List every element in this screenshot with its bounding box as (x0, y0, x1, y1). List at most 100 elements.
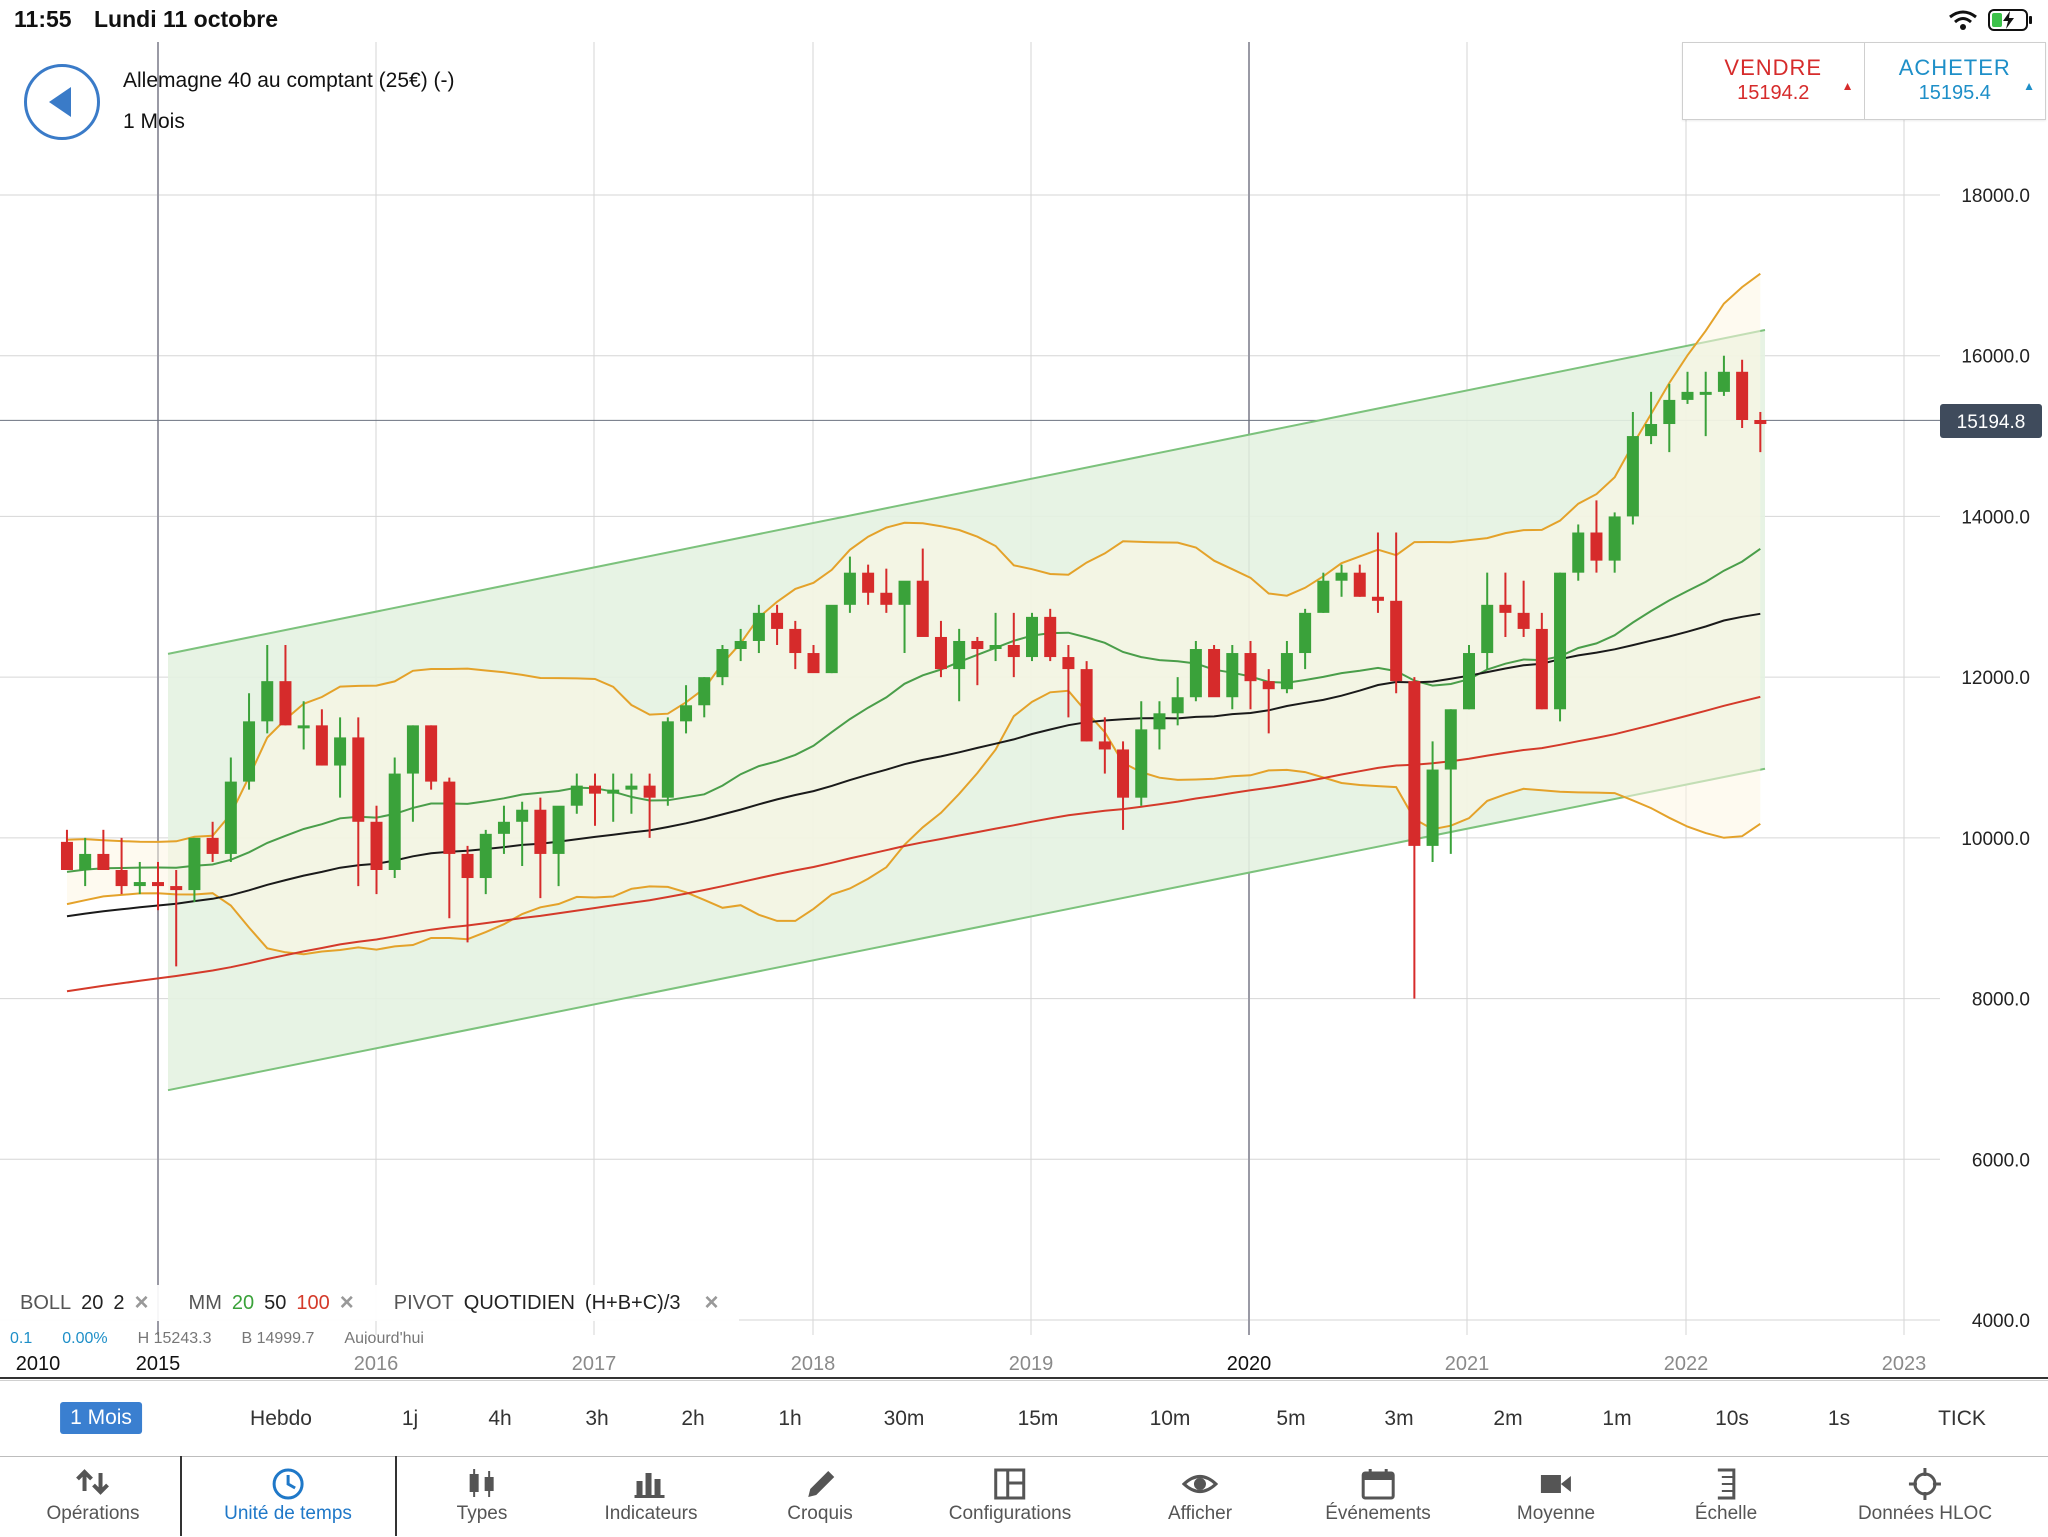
trade-box: VENDRE 15194.2 ▲ ACHETER 15195.4 ▲ (1682, 42, 2046, 120)
candle-body (734, 640, 747, 650)
candle-body (516, 809, 529, 822)
candle-body (1699, 391, 1712, 395)
candle-body (115, 870, 128, 887)
up-triangle-icon: ▲ (2023, 79, 2035, 93)
timeframe-10s[interactable]: 10s (1715, 1407, 1749, 1430)
mm-indicator[interactable]: MM 20 50 100 × (169, 1289, 374, 1317)
current-price-tag: 15194.8 (1940, 404, 2042, 438)
mm-50: 50 (264, 1291, 287, 1314)
value-a: 0.1 (10, 1330, 33, 1344)
toolbar-camera-button[interactable]: Moyenne (1517, 1457, 1595, 1537)
candle-body (206, 837, 219, 854)
price-chart[interactable]: 18000.0 16000.0 14000.0 12000.0 10000.0 8000.… (0, 0, 2048, 1380)
timeframe-3m[interactable]: 3m (1384, 1407, 1414, 1430)
value-today: Aujourd'hui (344, 1330, 424, 1344)
x-tick-label: 2016 (354, 1353, 399, 1375)
back-button[interactable] (24, 64, 100, 140)
mm-remove-icon[interactable]: × (339, 1289, 354, 1316)
pivot-indicator[interactable]: PIVOT QUOTIDIEN (H+B+C)/3 × (374, 1289, 739, 1317)
candle-body (1226, 653, 1239, 698)
scale-icon (1717, 1468, 1736, 1500)
candles (60, 355, 1767, 999)
timeframe-tick[interactable]: TICK (1938, 1407, 1986, 1430)
timeframe-1-mois[interactable]: 1 Mois (60, 1402, 142, 1434)
candle-body (1663, 399, 1676, 425)
timeframe-2h[interactable]: 2h (681, 1407, 705, 1430)
toolbar-pencil-button[interactable]: Croquis (787, 1457, 853, 1537)
toolbar-scale-button[interactable]: Échelle (1695, 1457, 1757, 1537)
candle-body (497, 821, 510, 834)
toolbar-arrows-updown-button[interactable]: Opérations (47, 1457, 139, 1537)
mm-20: 20 (231, 1291, 255, 1314)
toolbar-label: Échelle (1694, 1503, 1758, 1524)
timeframe-hebdo[interactable]: Hebdo (250, 1407, 312, 1430)
candle-body (752, 612, 765, 641)
candle-body (825, 604, 838, 674)
timeframe-2m[interactable]: 2m (1493, 1407, 1523, 1430)
candle-body (1554, 572, 1567, 710)
wifi-icon (1949, 10, 1977, 30)
timeframe-15m[interactable]: 15m (1017, 1407, 1059, 1430)
toolbar-bar-chart-button[interactable]: Indicateurs (605, 1457, 697, 1537)
candle-body (589, 785, 601, 794)
toolbar-divider (180, 1456, 182, 1536)
candle-body (170, 886, 183, 891)
boll-remove-icon[interactable]: × (134, 1289, 149, 1316)
pivot-type: QUOTIDIEN (463, 1291, 575, 1314)
candle-body (552, 805, 565, 854)
toolbar-label: Afficher (1167, 1503, 1233, 1524)
toolbar-crosshair-button[interactable]: Données HLOC (1858, 1457, 1992, 1537)
timeframe-1h[interactable]: 1h (778, 1407, 802, 1430)
candle-body (1189, 649, 1202, 698)
toolbar-clock-button[interactable]: Unité de temps (224, 1457, 352, 1537)
timeframe-3h[interactable]: 3h (585, 1407, 609, 1430)
toolbar-calendar-button[interactable]: Événements (1325, 1457, 1431, 1537)
sell-button[interactable]: VENDRE 15194.2 ▲ (1683, 43, 1864, 119)
toolbar-eye-button[interactable]: Afficher (1168, 1457, 1232, 1537)
toolbar-layout-button[interactable]: Configurations (948, 1457, 1072, 1537)
candle-body (279, 681, 292, 726)
timeframe-30m[interactable]: 30m (883, 1407, 925, 1430)
timeframe-1j[interactable]: 1j (401, 1407, 419, 1430)
buy-button[interactable]: ACHETER 15195.4 ▲ (1863, 43, 2046, 119)
timeframe-10m[interactable]: 10m (1149, 1407, 1191, 1430)
candle-body (1444, 709, 1457, 770)
candle-body (243, 721, 256, 782)
candle-body (1317, 580, 1330, 613)
timeframe-1m[interactable]: 1m (1602, 1407, 1632, 1430)
pivot-name: PIVOT (393, 1291, 454, 1314)
boll-indicator[interactable]: BOLL 20 2 × (0, 1289, 169, 1317)
candle-body (1426, 769, 1439, 846)
toolbar-candlestick-button[interactable]: Types (457, 1457, 507, 1537)
timeframe-1s[interactable]: 1s (1827, 1407, 1851, 1430)
x-tick-label: 2022 (1664, 1353, 1709, 1375)
candle-body (1208, 649, 1221, 698)
pivot-remove-icon[interactable]: × (704, 1289, 719, 1316)
value-b: 0.00% (62, 1330, 108, 1344)
candle-body (1098, 741, 1111, 750)
ma100-line (66, 695, 1761, 993)
timeframe-4h[interactable]: 4h (488, 1407, 512, 1430)
bollinger-fill (67, 273, 1761, 955)
y-tick-label: 8000.0 (1972, 990, 2030, 1011)
candle-body (1535, 628, 1548, 710)
candle-body (388, 773, 401, 870)
timeframe-5m[interactable]: 5m (1276, 1407, 1306, 1430)
toolbar-label: Moyenne (1516, 1503, 1596, 1524)
toolbar-label: Unité de temps (224, 1503, 352, 1524)
candle-body (1117, 749, 1130, 798)
instrument-name: Allemagne 40 au comptant (25€) (-) (123, 69, 455, 92)
candle-body (1517, 612, 1530, 629)
y-tick-label: 10000.0 (1961, 829, 2030, 850)
candle-body (989, 645, 1002, 650)
bottom-toolbar: Opérations Unité de temps Types Indicateurs… (0, 1456, 2048, 1537)
candle-body (789, 628, 802, 654)
toolbar-label: Configurations (948, 1503, 1072, 1524)
candle-body (716, 649, 729, 678)
candle-body (1335, 572, 1348, 581)
y-tick-label: 18000.0 (1961, 186, 2030, 207)
timeframe-bar: 1 Mois Hebdo 1j 4h 3h 2h 1h 30m 15m 10m 5m 3m 2m 1m 10… (0, 1380, 2048, 1457)
x-tick-label: 2010 (16, 1353, 61, 1375)
candle-body (188, 837, 201, 891)
candle-body (152, 882, 164, 887)
